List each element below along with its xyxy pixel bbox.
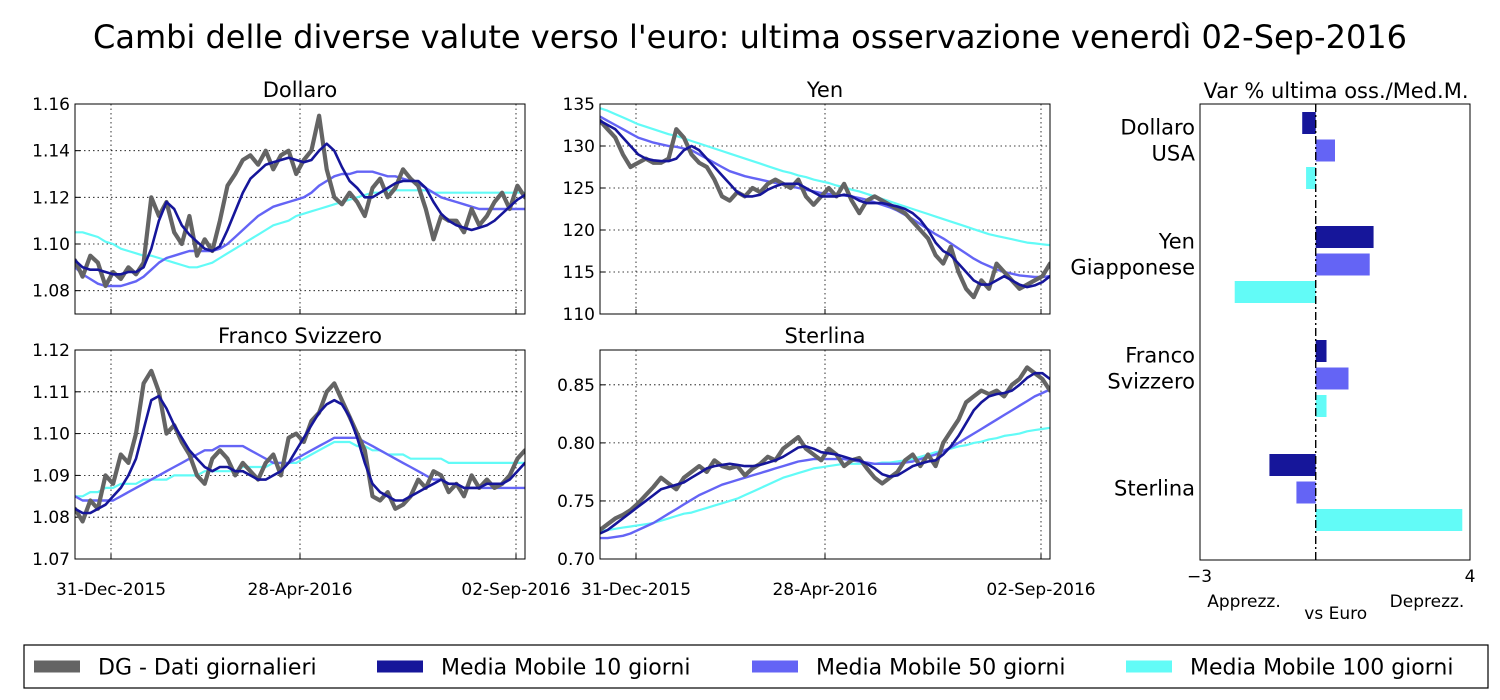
- sterlina-line-ma50: [600, 388, 1050, 540]
- dollaro-panel: Dollaro 1.08 1.10 1.12 1.14 1.16: [32, 78, 526, 315]
- legend-swatch-ma100: [1126, 660, 1172, 673]
- yen-ytick-label: 125: [563, 179, 595, 199]
- var-xtick-label: −3: [1187, 567, 1212, 587]
- dollaro-ytick-label: 1.12: [32, 188, 70, 208]
- dollaro-series-group: [75, 113, 525, 289]
- var-category-label: Yen: [1158, 229, 1195, 253]
- legend-swatch-ma10: [377, 660, 423, 673]
- var-category-label: Svizzero: [1107, 369, 1195, 393]
- var-xtick-label: 4: [1465, 567, 1476, 587]
- legend: DG - Dati giornalieri Media Mobile 10 gio…: [23, 644, 1489, 689]
- sterlina-line-ma10: [600, 371, 1050, 535]
- franco-ytick-label: 1.12: [32, 341, 70, 361]
- franco-ytick-label: 1.10: [32, 425, 70, 445]
- var-bar-ma50: [1315, 367, 1349, 390]
- franco-title: Franco Svizzero: [218, 324, 382, 348]
- franco-ytick-label: 1.09: [32, 466, 70, 486]
- franco-xtick-label: 02-Sep-2016: [461, 580, 570, 600]
- var-bar-ma100: [1315, 395, 1327, 417]
- franco-xtick-label: 28-Apr-2016: [247, 580, 352, 600]
- yen-series-group: [600, 107, 1050, 300]
- sterlina-xtick-label: 02-Sep-2016: [986, 580, 1095, 600]
- sterlina-ytick-label: 0.70: [557, 550, 595, 570]
- var-bar-ma10: [1315, 226, 1374, 248]
- var-bar-ma10: [1315, 340, 1327, 362]
- dollaro-title: Dollaro: [263, 78, 338, 102]
- yen-ytick-label: 135: [563, 95, 595, 115]
- dollaro-line-ma50: [75, 170, 525, 288]
- franco-xtick-label: 31-Dec-2015: [56, 580, 166, 600]
- dollaro-line-ma10: [75, 142, 525, 276]
- legend-swatch-ma50: [752, 660, 798, 673]
- legend-label-ma10: Media Mobile 10 giorni: [441, 656, 690, 681]
- var-bar-ma10: [1269, 454, 1316, 476]
- dollaro-ytick-label: 1.08: [32, 282, 70, 302]
- dollaro-ytick-label: 1.14: [32, 142, 70, 162]
- var-bar-ma100: [1306, 167, 1316, 189]
- var-xlabel: vs Euro: [1304, 604, 1367, 624]
- sterlina-line-dg: [600, 365, 1050, 533]
- var-bar-ma50: [1315, 253, 1370, 276]
- dollaro-ytick-label: 1.10: [32, 235, 70, 255]
- legend-swatch-dg: [34, 660, 80, 673]
- dollaro-ytick-label: 1.16: [32, 95, 70, 115]
- franco-ytick-label: 1.07: [32, 550, 70, 570]
- var-category-label: Franco: [1125, 343, 1195, 367]
- figure-title: Cambi delle diverse valute verso l'euro:…: [93, 18, 1407, 56]
- legend-label-ma50: Media Mobile 50 giorni: [816, 656, 1065, 681]
- yen-ytick-label: 130: [563, 137, 595, 157]
- franco-line-ma10: [75, 394, 525, 515]
- var-frame: [1199, 103, 1471, 561]
- franco-frame: [74, 349, 526, 560]
- dollaro-line-ma100: [75, 189, 525, 269]
- yen-line-dg: [600, 118, 1050, 300]
- sterlina-ytick-label: 0.80: [557, 434, 595, 454]
- franco-panel: Franco Svizzero 1.07 1.08 1.09 1.10 1.11 1.12 3…: [32, 324, 570, 600]
- var-deprezz-label: Deprezz.: [1390, 592, 1465, 612]
- sterlina-xtick-label: 31-Dec-2015: [581, 580, 691, 600]
- var-category-label: Giapponese: [1070, 255, 1195, 279]
- legend-label-dg: DG - Dati giornalieri: [98, 656, 317, 681]
- var-category-label: Sterlina: [1114, 476, 1195, 500]
- franco-ytick-label: 1.08: [32, 508, 70, 528]
- sterlina-frame: [599, 349, 1051, 560]
- sterlina-panel: Sterlina 0.70 0.75 0.80 0.85 31-Dec-2015 28-Ap…: [557, 324, 1095, 600]
- yen-panel: Yen 110 115 120 125 130 135: [563, 78, 1051, 325]
- sterlina-ytick-label: 0.75: [557, 492, 595, 512]
- franco-line-dg: [75, 368, 525, 524]
- var-apprezz-label: Apprezz.: [1207, 592, 1281, 612]
- yen-line-ma10: [600, 119, 1050, 289]
- var-category-label: Dollaro: [1120, 115, 1195, 139]
- var-bar-ma100: [1315, 509, 1463, 531]
- var-bar-ma50: [1315, 139, 1335, 162]
- sterlina-ytick-label: 0.85: [557, 376, 595, 396]
- var-category-label: USA: [1152, 141, 1196, 165]
- var-bar-ma100: [1234, 281, 1316, 303]
- sterlina-title: Sterlina: [785, 324, 866, 348]
- var-bar-ma50: [1296, 481, 1316, 504]
- sterlina-series-group: [600, 365, 1050, 540]
- yen-ytick-label: 110: [563, 305, 595, 325]
- var-title: Var % ultima oss./Med.M.: [1203, 79, 1468, 103]
- franco-ytick-label: 1.11: [32, 383, 70, 403]
- yen-title: Yen: [806, 78, 843, 102]
- franco-series-group: [75, 368, 525, 524]
- yen-ytick-label: 115: [563, 263, 595, 283]
- var-bar-ma10: [1302, 112, 1316, 134]
- legend-label-ma100: Media Mobile 100 giorni: [1190, 656, 1453, 681]
- franco-line-ma50: [75, 436, 525, 502]
- dollaro-frame: [74, 103, 526, 315]
- sterlina-line-ma100: [600, 426, 1050, 533]
- sterlina-xtick-label: 28-Apr-2016: [772, 580, 877, 600]
- yen-frame: [599, 103, 1051, 315]
- yen-ytick-label: 120: [563, 221, 595, 241]
